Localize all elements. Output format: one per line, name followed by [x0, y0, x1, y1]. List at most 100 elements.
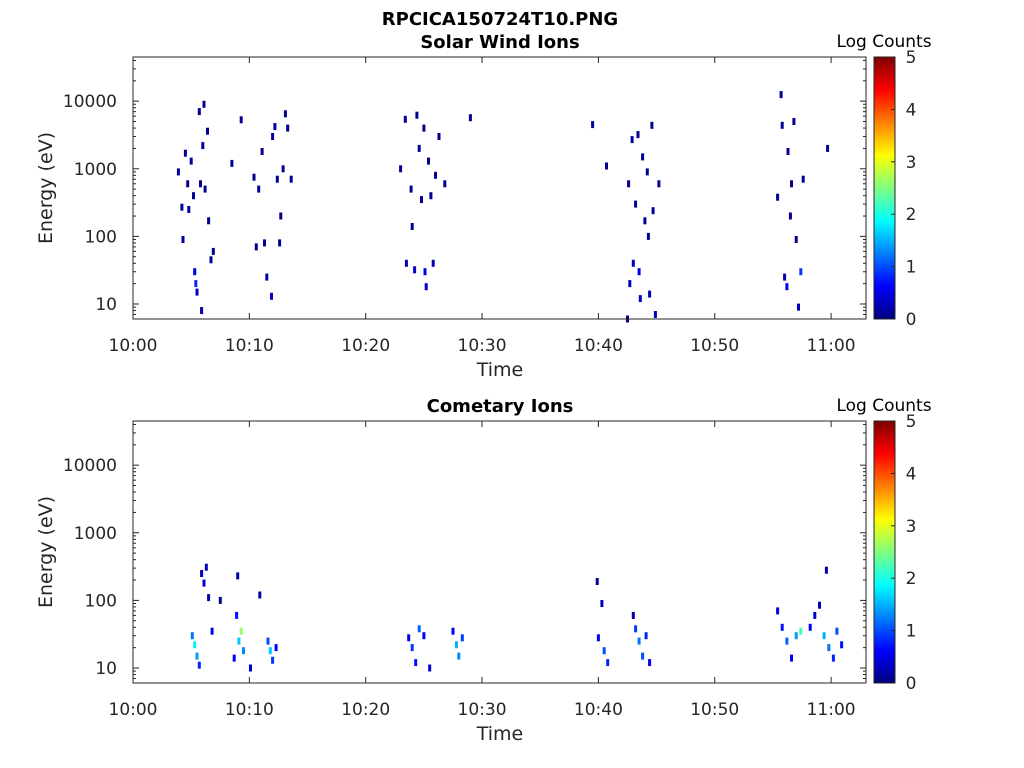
- data-cell-77: [657, 180, 661, 188]
- data-cell-12: [236, 572, 240, 580]
- data-cell-5: [202, 579, 206, 587]
- data-cell-51: [818, 601, 821, 609]
- colorbar-tick-label: 1: [906, 258, 917, 278]
- data-cell-63: [630, 136, 634, 144]
- data-cell-40: [641, 652, 645, 660]
- data-cell-41: [404, 259, 408, 267]
- data-cell-21: [274, 644, 278, 652]
- data-cell-11: [197, 108, 201, 116]
- data-cell-17: [206, 127, 209, 135]
- data-cell-38: [634, 625, 638, 633]
- data-cell-13: [237, 637, 241, 645]
- y-axis-label: Energy (eV): [35, 496, 57, 608]
- data-cell-14: [239, 627, 243, 635]
- data-cell-46: [417, 144, 421, 152]
- data-cell-0: [176, 168, 180, 176]
- data-cell-32: [595, 578, 599, 585]
- data-cell-1: [193, 641, 197, 649]
- data-cell-48: [422, 124, 426, 132]
- data-cell-43: [776, 607, 780, 615]
- data-cell-57: [468, 114, 472, 122]
- x-axis-label: Time: [476, 723, 524, 745]
- data-cell-35: [281, 165, 285, 173]
- data-cell-52: [822, 632, 826, 640]
- data-cell-88: [797, 303, 800, 311]
- data-cell-37: [631, 611, 635, 619]
- data-cell-6: [189, 157, 193, 165]
- data-cell-82: [785, 283, 789, 291]
- data-cell-45: [785, 637, 789, 645]
- data-cell-31: [460, 634, 464, 642]
- data-cell-21: [230, 159, 234, 167]
- data-cell-46: [790, 654, 793, 662]
- data-cell-5: [187, 206, 191, 213]
- x-tick-label: 10:20: [341, 336, 390, 356]
- data-cell-0: [190, 632, 194, 640]
- data-cell-30: [271, 133, 275, 140]
- colorbar-tick-label: 3: [906, 153, 917, 173]
- data-cell-64: [631, 259, 635, 267]
- x-tick-label: 10:40: [574, 700, 623, 720]
- data-cell-86: [792, 118, 796, 125]
- data-cell-55: [831, 654, 835, 662]
- data-cell-9: [218, 596, 222, 604]
- data-cell-16: [249, 664, 252, 672]
- data-cell-34: [279, 212, 283, 220]
- panel-cometary-ions: 10:00 10:10 10:20 10:30 10:40 10:50 11:0010100…: [35, 396, 932, 745]
- data-cell-50: [424, 283, 428, 291]
- data-cell-56: [443, 180, 447, 188]
- data-cell-47: [420, 196, 423, 204]
- data-cell-44: [413, 266, 417, 274]
- plot-frame: [132, 56, 867, 320]
- data-cell-37: [286, 124, 290, 132]
- plot-area: [133, 57, 866, 319]
- data-cell-39: [637, 637, 641, 645]
- data-cell-34: [600, 600, 604, 607]
- data-cell-22: [407, 634, 411, 642]
- panel-solar-wind-ions: 10:00 10:10 10:20 10:30 10:40 10:50 11:0010100…: [35, 32, 932, 381]
- data-cell-42: [409, 185, 413, 193]
- colorbar-tick-label: 1: [906, 622, 917, 642]
- data-cell-19: [268, 647, 272, 655]
- panel-title: Cometary Ions: [427, 396, 574, 417]
- colorbar-tick-label: 2: [906, 569, 917, 589]
- data-cell-23: [252, 173, 256, 181]
- x-axis-label: Time: [476, 359, 524, 381]
- data-cell-26: [422, 632, 426, 640]
- data-cell-20: [211, 247, 215, 255]
- data-cell-75: [651, 207, 655, 215]
- data-cell-53: [431, 259, 435, 267]
- data-cell-23: [410, 644, 414, 652]
- data-cell-45: [415, 111, 419, 119]
- x-tick-label: 10:20: [341, 700, 390, 720]
- data-cell-49: [423, 268, 427, 276]
- data-cell-52: [429, 192, 433, 200]
- data-cell-76: [653, 311, 657, 318]
- data-cell-53: [824, 566, 828, 574]
- data-cell-33: [278, 239, 282, 247]
- data-cell-83: [786, 148, 790, 155]
- data-cell-16: [203, 185, 207, 193]
- data-cell-31: [273, 123, 277, 131]
- data-cell-32: [275, 175, 279, 183]
- colorbar-tick-label: 5: [906, 48, 917, 68]
- colorbar-tick-label: 4: [906, 100, 917, 120]
- data-cell-10: [232, 654, 236, 662]
- y-tick-label: 100: [85, 591, 117, 611]
- data-cell-35: [602, 647, 606, 655]
- data-cell-29: [455, 641, 458, 649]
- data-cell-69: [641, 153, 645, 161]
- data-cell-51: [427, 157, 430, 165]
- data-cell-9: [194, 280, 198, 288]
- y-tick-label: 1000: [74, 160, 117, 180]
- y-tick-label: 10000: [63, 92, 117, 112]
- colorbar: [874, 57, 895, 319]
- data-cell-8: [193, 268, 197, 276]
- data-cell-7: [207, 594, 211, 602]
- colorbar-tick-label: 0: [906, 674, 917, 694]
- x-tick-label: 10:10: [225, 336, 274, 356]
- data-cell-74: [650, 121, 654, 129]
- data-cell-6: [204, 563, 208, 571]
- plot-area: [133, 421, 866, 683]
